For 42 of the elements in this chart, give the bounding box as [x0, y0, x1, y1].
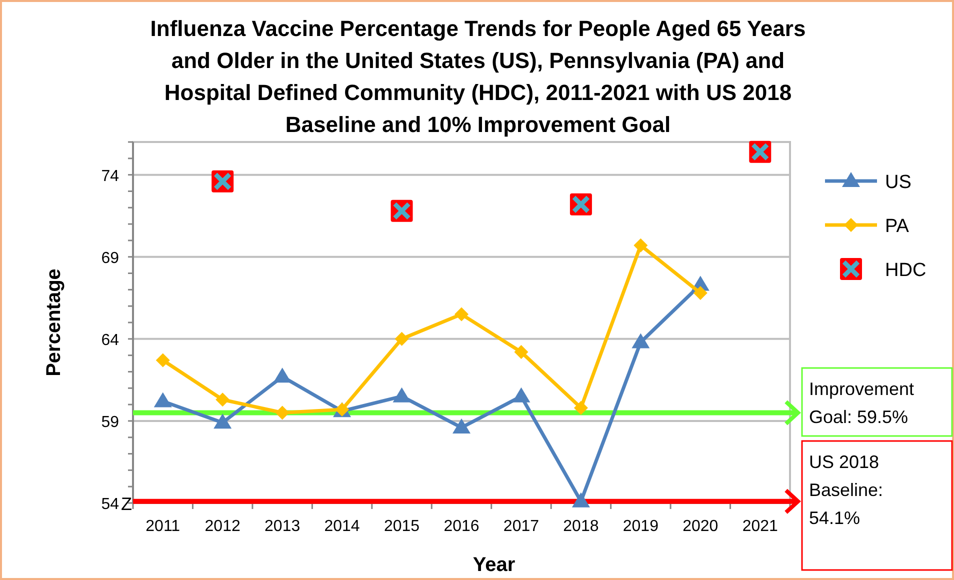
- y-tick-label: 74: [101, 168, 120, 185]
- x-axis-title: Year: [472, 554, 516, 576]
- point: [512, 387, 530, 402]
- legend-label: US: [885, 172, 912, 193]
- legend-label: HDC: [885, 260, 926, 281]
- point: [214, 414, 232, 429]
- point: [452, 418, 470, 434]
- point: [693, 286, 708, 300]
- y-tick-label: 69: [101, 250, 120, 267]
- y-axis-title: Percentage: [43, 268, 65, 376]
- point: [275, 406, 290, 420]
- x-tick-label: 2019: [622, 518, 659, 535]
- y-tick-label: 59: [101, 414, 120, 431]
- y-tick-label: 64: [101, 332, 120, 349]
- point: [154, 392, 172, 408]
- x-tick-label: 2021: [742, 518, 778, 535]
- legend-label: PA: [885, 216, 910, 237]
- x-tick-label: 2017: [503, 518, 540, 535]
- point: [514, 345, 528, 360]
- x-tick-label: 2011: [146, 518, 180, 535]
- point: [156, 353, 170, 368]
- ref-line-label: US 2018 Baseline: 54.1%: [809, 452, 884, 528]
- text: Z: [121, 494, 132, 514]
- x-tick-label: 2018: [563, 518, 599, 535]
- ref-line-label: Improvement Goal: 59.5%: [809, 379, 914, 427]
- point: [632, 333, 650, 348]
- point: [216, 392, 230, 407]
- point: [634, 238, 648, 252]
- x-tick-label: 2016: [444, 518, 480, 535]
- x-tick-label: 2015: [384, 518, 420, 535]
- x-tick-label: 2020: [682, 518, 718, 535]
- point: [454, 307, 468, 322]
- point: [572, 492, 590, 508]
- y-tick-label: 54: [101, 496, 120, 513]
- point: [392, 387, 411, 402]
- x-tick-label: 2012: [204, 518, 240, 535]
- point: [394, 332, 409, 346]
- point: [273, 368, 292, 383]
- x-tick-label: 2013: [264, 518, 300, 535]
- x-tick-label: 2014: [324, 518, 360, 535]
- point: [574, 400, 588, 415]
- chart-title: Influenza Vaccine Percentage Trends for People Aged 65 Years and Older in the United States (US), Pennsylvania (PA) and Hospital Defined Community (HDC), 2011-2021 with US 2018 Baseline and 10% Improvement Goal: [150, 16, 806, 137]
